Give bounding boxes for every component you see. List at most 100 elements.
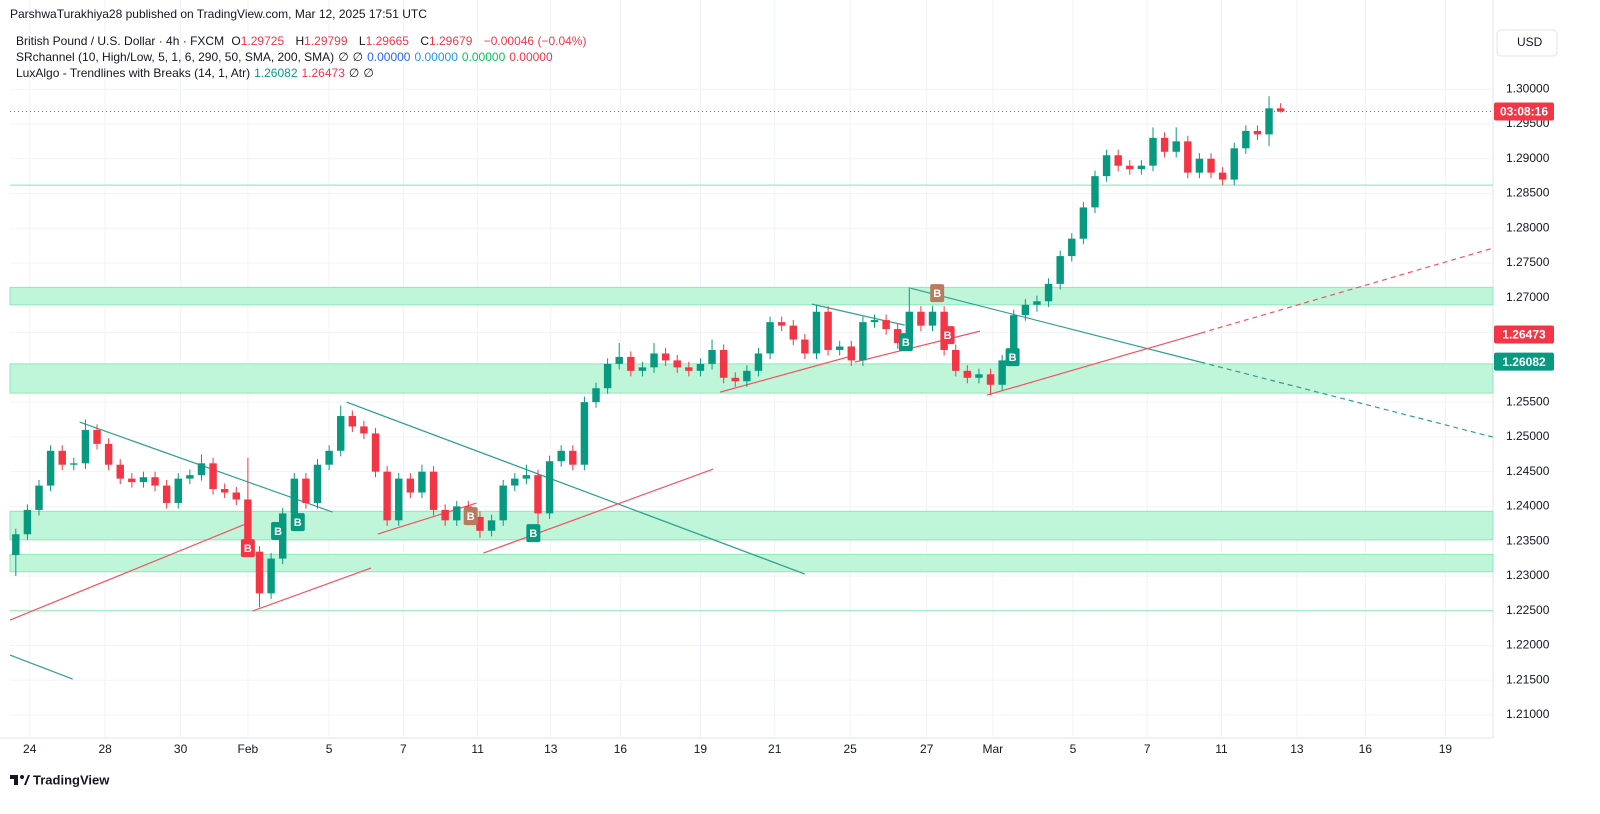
legend-row: SRchannel (10, High/Low, 5, 1, 6, 290, 5… <box>16 49 590 65</box>
candle-body <box>882 320 890 330</box>
currency-button[interactable] <box>1496 29 1558 57</box>
currency-label[interactable]: USD <box>1517 35 1543 49</box>
candle-body <box>1010 315 1018 361</box>
candle-body <box>1044 283 1053 302</box>
candle-body <box>545 461 554 514</box>
candle-body <box>476 516 484 531</box>
y-tick-label: 1.30000 <box>1506 81 1550 95</box>
signal-label: B <box>1009 352 1017 364</box>
countdown-tag: 03:08:16 <box>1500 105 1548 119</box>
candle-body <box>1102 155 1111 177</box>
candle-body <box>244 499 252 552</box>
x-tick-label: 30 <box>174 742 188 756</box>
candle-body <box>998 360 1006 385</box>
signal-box <box>930 284 945 303</box>
ohlc: L1.29665 <box>359 34 413 48</box>
candle-body <box>104 443 113 465</box>
candle-body <box>1126 165 1134 170</box>
y-tick-label: 1.23000 <box>1506 568 1550 582</box>
indicator-value: 1.26082 <box>254 66 298 80</box>
candle-body <box>847 346 856 361</box>
candle-body <box>592 388 600 403</box>
candle-body <box>569 450 577 465</box>
candle-body <box>627 356 635 371</box>
candle-body <box>975 374 983 378</box>
trendline <box>854 330 981 363</box>
indicator-tag: 1.26473 <box>1502 328 1546 342</box>
signal-box <box>290 513 305 532</box>
y-tick-label: 1.21000 <box>1506 707 1550 721</box>
candle-body <box>348 416 357 427</box>
candle-body <box>719 349 728 378</box>
indicator-value: ∅ <box>348 66 360 80</box>
y-tick-label: 1.27000 <box>1506 290 1550 304</box>
x-tick-label: 5 <box>326 742 333 756</box>
countdown-tag-box <box>1494 102 1554 121</box>
candle-body <box>615 356 623 364</box>
logo-shape <box>24 775 30 785</box>
candle-body <box>1149 137 1157 166</box>
candle-body <box>801 339 809 354</box>
y-tick-label: 1.29000 <box>1506 151 1550 165</box>
trendline <box>720 354 855 393</box>
indicator-value: ∅ <box>363 66 374 80</box>
candle-body <box>12 534 20 556</box>
trendline <box>1200 247 1494 334</box>
candle-body <box>116 464 124 479</box>
x-tick-label: Feb <box>238 742 259 756</box>
candle-body <box>371 433 380 472</box>
y-tick-label: 1.22000 <box>1506 638 1550 652</box>
signal-label: B <box>529 528 537 540</box>
candle-body <box>603 363 612 389</box>
candle-body <box>81 429 90 464</box>
candle-body <box>337 416 345 451</box>
candle-body <box>638 367 647 371</box>
candle-body <box>46 450 55 486</box>
break-signal: B <box>463 507 478 526</box>
candle-body <box>360 426 368 434</box>
tradingview-logo: TradingView <box>10 772 110 787</box>
indicator-tag-box <box>1494 352 1554 371</box>
candle-body <box>1137 165 1146 170</box>
signal-box <box>898 333 913 352</box>
ohlc-value: 1.29799 <box>304 34 348 48</box>
x-tick-label: 16 <box>614 742 628 756</box>
indicator-value: 1.26473 <box>301 66 345 80</box>
x-tick-label: 13 <box>1290 742 1304 756</box>
candle-body <box>35 485 43 510</box>
candle-body <box>58 450 66 465</box>
ohlc-letter: O <box>231 34 241 48</box>
x-tick-label: 21 <box>768 742 782 756</box>
candle-body <box>429 471 438 510</box>
candle-body <box>835 346 844 350</box>
candle-body <box>1160 137 1169 152</box>
signal-box <box>526 524 541 543</box>
signal-label: B <box>467 511 475 523</box>
candle-body <box>963 370 972 378</box>
candle-body <box>1276 108 1285 112</box>
candle-body <box>661 353 670 361</box>
y-tick-label: 1.27500 <box>1506 255 1550 269</box>
indicator-value: 0.00000 <box>367 50 411 64</box>
candle-body <box>580 402 589 465</box>
instrument: British Pound / U.S. Dollar · 4h · FXCM <box>16 34 225 48</box>
logo-shape <box>14 775 18 785</box>
signal-label: B <box>294 517 302 529</box>
legend-row: British Pound / U.S. Dollar · 4h · FXCM … <box>16 33 590 49</box>
x-tick-label: 19 <box>694 742 708 756</box>
candle-body <box>789 325 797 340</box>
x-tick-label: 13 <box>544 742 558 756</box>
candle-body <box>928 311 937 326</box>
y-tick-label: 1.22500 <box>1506 603 1550 617</box>
candle-body <box>267 558 275 594</box>
candle-body <box>1230 148 1238 180</box>
candle-body <box>1079 207 1088 239</box>
candle-body <box>522 475 531 479</box>
candle-body <box>290 478 299 514</box>
candle-body <box>441 509 449 521</box>
x-tick-label: 19 <box>1439 742 1453 756</box>
signal-box <box>1005 348 1020 367</box>
x-tick-label: 27 <box>920 742 934 756</box>
signal-label: B <box>933 288 941 300</box>
